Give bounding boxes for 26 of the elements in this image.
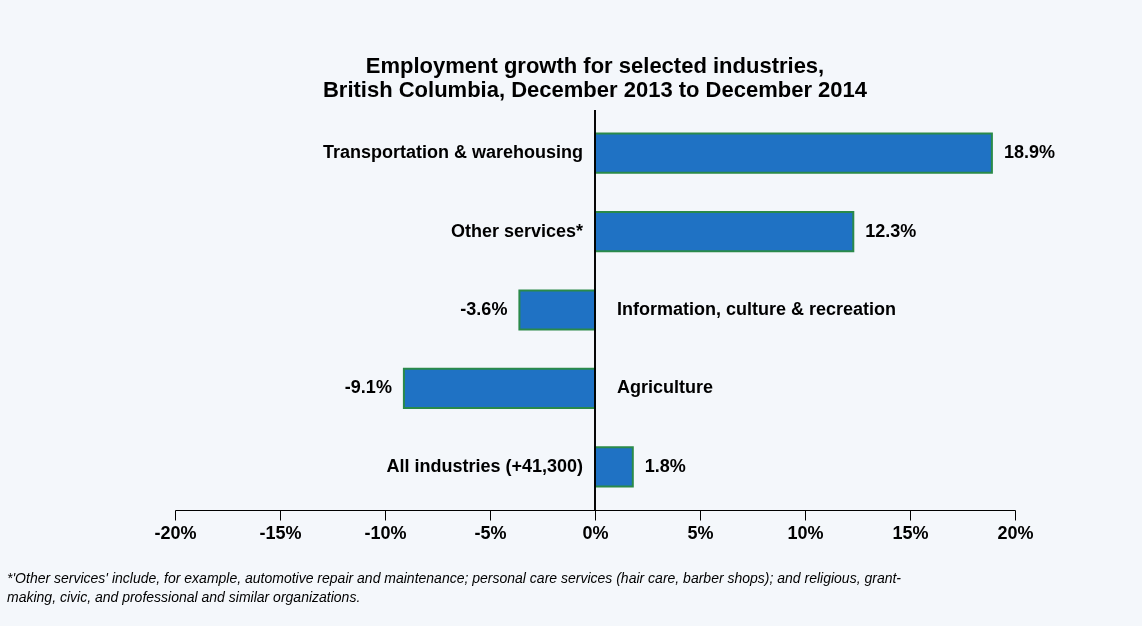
x-tick-label: 20% <box>997 522 1034 543</box>
x-tick-label: 0% <box>582 522 609 543</box>
text: Employment growth for selected industries, <box>365 52 825 78</box>
x-tick-label: 15% <box>892 522 929 543</box>
bar <box>594 132 993 174</box>
y-tick-label: Other services* <box>450 220 583 241</box>
x-tick-label: -15% <box>259 522 302 543</box>
y-tick-label: Information, culture & recreation <box>617 299 897 319</box>
text: *'Other services' include, for example, automotive repair and maintenance; personal care services (hair care, barber shops); and religious, grant-making, civic, and professional and similar organizations. <box>7 570 902 605</box>
x-tick-label: 5% <box>687 522 714 543</box>
x-tick-label: 10% <box>787 522 824 543</box>
data-label: 1.8% <box>644 455 686 476</box>
data-label: 12.3% <box>865 220 917 241</box>
data-label: 18.9% <box>1003 142 1055 163</box>
y-tick-label: Agriculture <box>617 377 714 398</box>
x-tick-label: -10% <box>364 522 407 543</box>
x-tick-label: -20% <box>154 522 197 543</box>
bar <box>594 446 634 488</box>
data-label: -9.1% <box>344 377 392 398</box>
data-label: -3.6% <box>460 299 508 319</box>
y-tick-label: All industries (+41,300) <box>386 455 583 476</box>
x-tick-label: -5% <box>474 522 507 543</box>
y-tick-label: Transportation & warehousing <box>322 142 583 163</box>
bar <box>402 367 596 410</box>
bar <box>594 210 855 253</box>
bar <box>518 289 596 331</box>
